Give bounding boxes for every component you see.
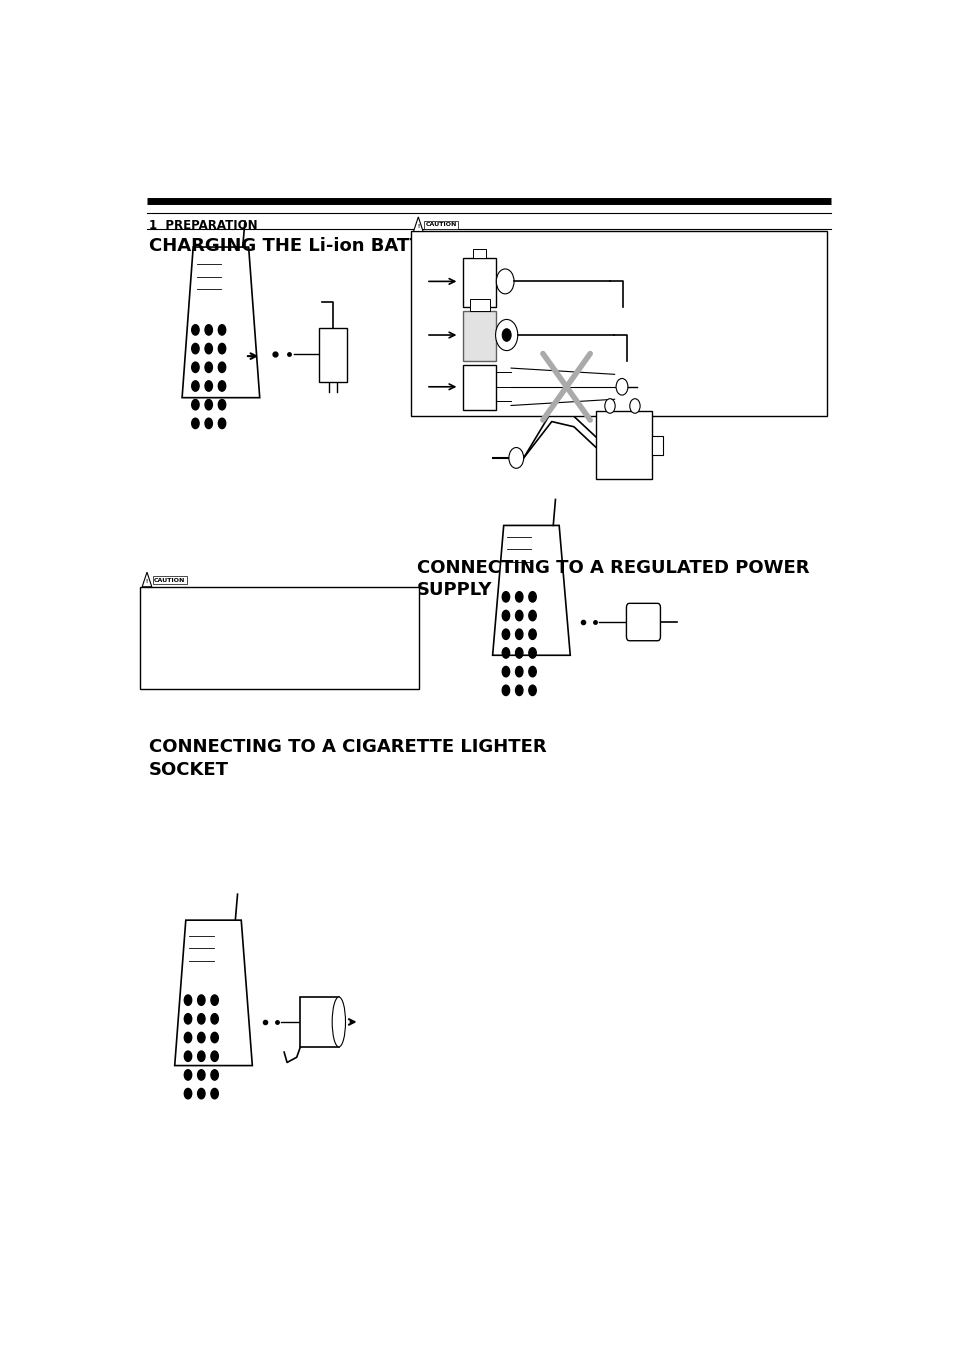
Bar [473, 250, 486, 258]
Circle shape [211, 1032, 218, 1043]
Bar [469, 298, 489, 312]
Circle shape [528, 610, 536, 621]
Circle shape [211, 1089, 218, 1099]
Circle shape [205, 399, 213, 410]
Circle shape [501, 629, 509, 639]
Bar [140, 587, 419, 688]
Circle shape [184, 996, 192, 1005]
Circle shape [205, 325, 213, 335]
FancyBboxPatch shape [626, 603, 659, 641]
Circle shape [604, 399, 615, 413]
Text: !: ! [416, 224, 419, 229]
Circle shape [528, 629, 536, 639]
Bar [411, 232, 826, 417]
Circle shape [218, 325, 226, 335]
Circle shape [528, 666, 536, 677]
Circle shape [515, 648, 522, 658]
Text: !: ! [146, 579, 148, 584]
Circle shape [616, 379, 627, 395]
Text: 1  PREPARATION: 1 PREPARATION [149, 219, 257, 232]
Circle shape [184, 1013, 192, 1024]
Circle shape [501, 648, 509, 658]
Circle shape [211, 996, 218, 1005]
Circle shape [528, 592, 536, 602]
Circle shape [197, 996, 205, 1005]
Circle shape [528, 648, 536, 658]
Circle shape [218, 362, 226, 372]
Bar [462, 312, 496, 362]
Circle shape [211, 1013, 218, 1024]
Bar [318, 328, 347, 382]
Circle shape [501, 666, 509, 677]
Circle shape [192, 362, 199, 372]
Bar [462, 366, 496, 410]
Circle shape [515, 666, 522, 677]
Text: CAUTION: CAUTION [425, 223, 456, 228]
Circle shape [184, 1089, 192, 1099]
Circle shape [496, 268, 514, 294]
Circle shape [197, 1032, 205, 1043]
Circle shape [192, 399, 199, 410]
Circle shape [184, 1051, 192, 1062]
Circle shape [501, 685, 509, 696]
Text: CONNECTING TO A REGULATED POWER
SUPPLY: CONNECTING TO A REGULATED POWER SUPPLY [416, 558, 809, 599]
Circle shape [197, 1070, 205, 1081]
Circle shape [197, 1013, 205, 1024]
Circle shape [629, 399, 639, 413]
Polygon shape [413, 217, 423, 232]
Circle shape [197, 1051, 205, 1062]
Circle shape [205, 362, 213, 372]
Text: CHARGING THE Li-ion BATTERY PACK: CHARGING THE Li-ion BATTERY PACK [149, 236, 518, 255]
Bar [462, 258, 496, 308]
Text: CONNECTING TO A CIGARETTE LIGHTER
SOCKET: CONNECTING TO A CIGARETTE LIGHTER SOCKET [149, 738, 546, 778]
Circle shape [205, 344, 213, 353]
Circle shape [205, 418, 213, 429]
Circle shape [218, 418, 226, 429]
Circle shape [205, 380, 213, 391]
Polygon shape [142, 572, 152, 587]
Bar [651, 436, 662, 455]
Circle shape [192, 380, 199, 391]
Bar [300, 997, 338, 1047]
Circle shape [218, 344, 226, 353]
Circle shape [495, 320, 517, 351]
Ellipse shape [332, 997, 345, 1047]
Circle shape [501, 610, 509, 621]
Circle shape [501, 329, 511, 341]
Circle shape [508, 448, 523, 468]
Bar [596, 411, 651, 479]
Circle shape [184, 1032, 192, 1043]
Text: CAUTION: CAUTION [153, 577, 185, 583]
Circle shape [501, 592, 509, 602]
Circle shape [192, 344, 199, 353]
Circle shape [184, 1070, 192, 1081]
Circle shape [218, 380, 226, 391]
Circle shape [211, 1051, 218, 1062]
Circle shape [515, 592, 522, 602]
Circle shape [197, 1089, 205, 1099]
Circle shape [515, 685, 522, 696]
Circle shape [192, 418, 199, 429]
Circle shape [211, 1070, 218, 1081]
Circle shape [515, 629, 522, 639]
Circle shape [528, 685, 536, 696]
Circle shape [515, 610, 522, 621]
Circle shape [218, 399, 226, 410]
Circle shape [192, 325, 199, 335]
